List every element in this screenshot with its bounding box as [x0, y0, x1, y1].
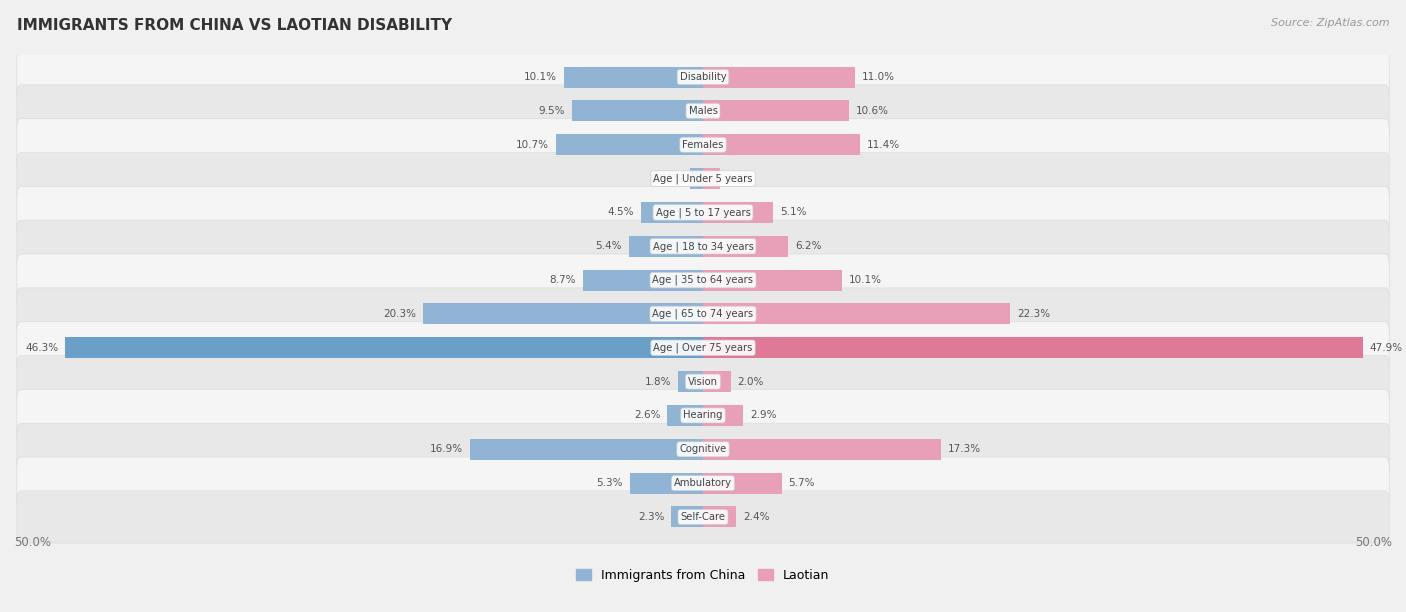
Bar	[703, 439, 942, 460]
FancyBboxPatch shape	[17, 457, 1389, 509]
Text: Age | Over 75 years: Age | Over 75 years	[654, 343, 752, 353]
Bar	[703, 405, 742, 426]
Text: Vision: Vision	[688, 376, 718, 387]
FancyBboxPatch shape	[17, 322, 1389, 374]
Bar	[703, 202, 773, 223]
Text: 2.9%: 2.9%	[749, 411, 776, 420]
Text: 11.0%: 11.0%	[862, 72, 894, 82]
Bar	[671, 507, 703, 528]
Text: 50.0%: 50.0%	[14, 536, 51, 549]
FancyBboxPatch shape	[17, 254, 1389, 306]
Text: 11.4%: 11.4%	[868, 140, 900, 150]
FancyBboxPatch shape	[17, 85, 1389, 137]
Text: 5.3%: 5.3%	[596, 478, 623, 488]
Text: Source: ZipAtlas.com: Source: ZipAtlas.com	[1271, 18, 1389, 28]
Text: Males: Males	[689, 106, 717, 116]
FancyBboxPatch shape	[17, 389, 1389, 441]
Bar	[703, 134, 860, 155]
Text: 50.0%: 50.0%	[1355, 536, 1392, 549]
Text: IMMIGRANTS FROM CHINA VS LAOTIAN DISABILITY: IMMIGRANTS FROM CHINA VS LAOTIAN DISABIL…	[17, 18, 451, 34]
FancyBboxPatch shape	[17, 491, 1389, 543]
Text: Age | 65 to 74 years: Age | 65 to 74 years	[652, 308, 754, 319]
Bar	[690, 168, 703, 189]
Text: 2.6%: 2.6%	[634, 411, 661, 420]
Text: 5.1%: 5.1%	[780, 207, 807, 217]
Bar	[703, 67, 855, 88]
Bar	[628, 236, 703, 257]
Text: 2.4%: 2.4%	[742, 512, 769, 522]
Bar	[668, 405, 703, 426]
Text: 20.3%: 20.3%	[384, 309, 416, 319]
Text: 10.6%: 10.6%	[856, 106, 889, 116]
Bar	[678, 371, 703, 392]
Text: 0.96%: 0.96%	[650, 174, 683, 184]
Bar	[630, 472, 703, 494]
Text: 10.7%: 10.7%	[516, 140, 548, 150]
Bar	[555, 134, 703, 155]
Bar	[583, 270, 703, 291]
Bar	[703, 337, 1362, 358]
FancyBboxPatch shape	[17, 288, 1389, 340]
Text: Age | 18 to 34 years: Age | 18 to 34 years	[652, 241, 754, 252]
Text: 47.9%: 47.9%	[1369, 343, 1403, 353]
Text: Hearing: Hearing	[683, 411, 723, 420]
Text: 4.5%: 4.5%	[607, 207, 634, 217]
Text: Females: Females	[682, 140, 724, 150]
Text: 46.3%: 46.3%	[25, 343, 58, 353]
Text: 10.1%: 10.1%	[524, 72, 557, 82]
FancyBboxPatch shape	[17, 119, 1389, 171]
Bar	[703, 270, 842, 291]
FancyBboxPatch shape	[17, 51, 1389, 103]
Text: 8.7%: 8.7%	[550, 275, 576, 285]
Text: 5.7%: 5.7%	[789, 478, 815, 488]
Text: Ambulatory: Ambulatory	[673, 478, 733, 488]
Text: 1.8%: 1.8%	[645, 376, 671, 387]
Text: 6.2%: 6.2%	[796, 241, 823, 252]
FancyBboxPatch shape	[17, 356, 1389, 408]
Text: 17.3%: 17.3%	[948, 444, 981, 454]
Bar	[703, 472, 782, 494]
Text: 22.3%: 22.3%	[1017, 309, 1050, 319]
Bar	[703, 236, 789, 257]
Text: Cognitive: Cognitive	[679, 444, 727, 454]
FancyBboxPatch shape	[17, 220, 1389, 272]
Text: Age | Under 5 years: Age | Under 5 years	[654, 173, 752, 184]
Text: 16.9%: 16.9%	[430, 444, 463, 454]
Text: 2.0%: 2.0%	[738, 376, 763, 387]
Legend: Immigrants from China, Laotian: Immigrants from China, Laotian	[571, 564, 835, 587]
Text: Age | 5 to 17 years: Age | 5 to 17 years	[655, 207, 751, 218]
Bar	[423, 304, 703, 324]
Text: 10.1%: 10.1%	[849, 275, 882, 285]
FancyBboxPatch shape	[17, 152, 1389, 204]
Text: Disability: Disability	[679, 72, 727, 82]
Bar	[703, 168, 720, 189]
Bar	[703, 371, 731, 392]
Bar	[65, 337, 703, 358]
FancyBboxPatch shape	[17, 424, 1389, 476]
Text: Age | 35 to 64 years: Age | 35 to 64 years	[652, 275, 754, 285]
Bar	[564, 67, 703, 88]
Bar	[703, 100, 849, 121]
Bar	[703, 507, 737, 528]
Text: 2.3%: 2.3%	[638, 512, 665, 522]
Text: Self-Care: Self-Care	[681, 512, 725, 522]
Bar	[470, 439, 703, 460]
Text: 5.4%: 5.4%	[595, 241, 621, 252]
Text: 9.5%: 9.5%	[538, 106, 565, 116]
Bar	[703, 304, 1011, 324]
FancyBboxPatch shape	[17, 187, 1389, 239]
Text: 1.2%: 1.2%	[727, 174, 754, 184]
Bar	[572, 100, 703, 121]
Bar	[641, 202, 703, 223]
